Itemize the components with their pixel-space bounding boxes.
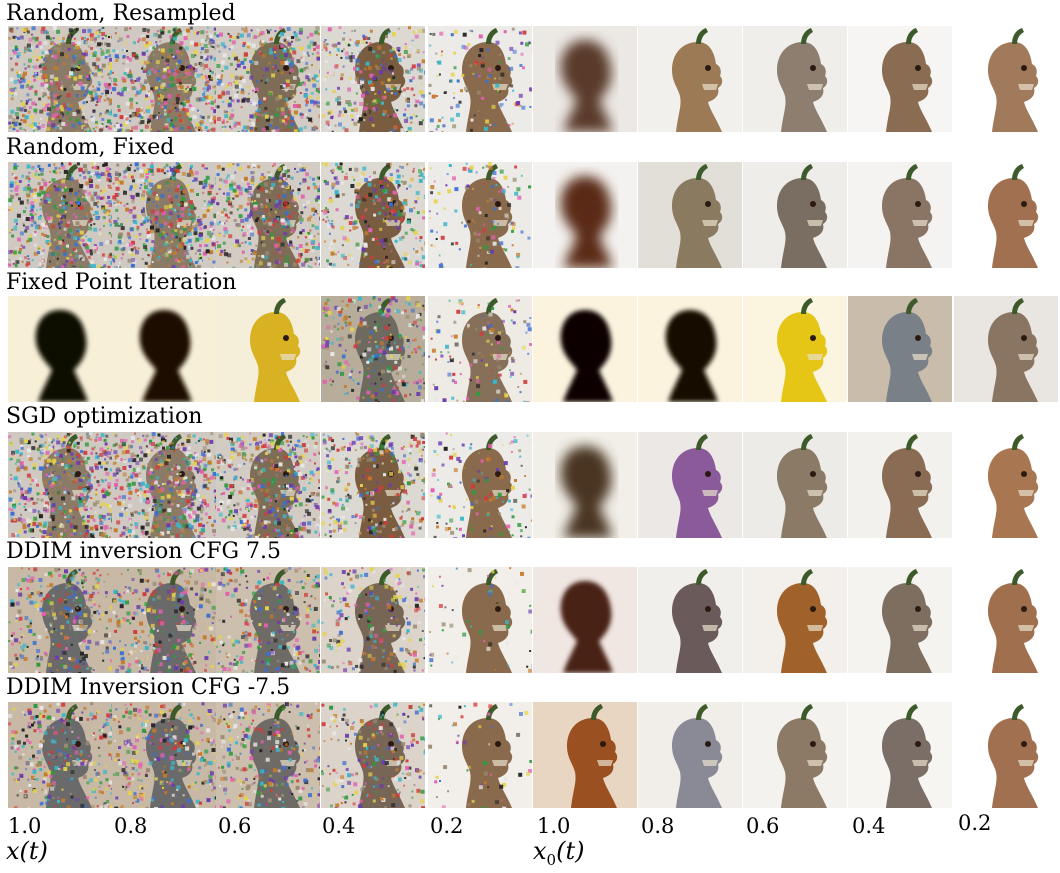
figure-panel-image <box>848 432 952 538</box>
figure-panel-image <box>216 432 320 538</box>
figure-panel-image <box>638 296 742 402</box>
figure-panel-image <box>533 26 637 132</box>
figure-panel-image <box>428 26 532 132</box>
figure-panel-image <box>638 567 742 673</box>
figure-panel-image <box>954 567 1058 673</box>
figure-panel-image <box>8 162 112 268</box>
figure-panel-image <box>112 567 216 673</box>
figure-panel-image <box>8 296 112 402</box>
figure-panel-image <box>321 162 425 268</box>
row-title: DDIM inversion CFG 7.5 <box>6 540 281 564</box>
figure-panel-image <box>428 296 532 402</box>
figure-panel-image <box>428 702 532 808</box>
figure-panel-image <box>112 702 216 808</box>
figure-panel-image <box>428 567 532 673</box>
figure-panel-image <box>848 162 952 268</box>
figure-panel-image <box>954 162 1058 268</box>
figure-panel-image <box>954 296 1058 402</box>
tick-label: 0.2 <box>958 812 991 834</box>
tick-label: 0.8 <box>641 815 674 837</box>
figure-panel-image <box>216 567 320 673</box>
row-title: DDIM Inversion CFG -7.5 <box>6 676 290 700</box>
figure-panel-image <box>112 162 216 268</box>
figure-panel-image <box>743 26 847 132</box>
figure-panel-image <box>638 432 742 538</box>
tick-label: 0.6 <box>218 815 251 837</box>
figure-panel-image <box>8 432 112 538</box>
axis-label-x-t: x(t) <box>6 838 48 864</box>
figure-panel-image <box>321 567 425 673</box>
tick-label: 0.8 <box>114 815 147 837</box>
axis-label-x0-t: x0(t) <box>533 838 584 873</box>
figure-panel-image <box>533 567 637 673</box>
figure-panel-image <box>112 432 216 538</box>
row-title: Random, Resampled <box>6 2 236 26</box>
tick-label: 0.4 <box>852 815 885 837</box>
figure-panel-image <box>533 162 637 268</box>
figure-panel-image <box>533 296 637 402</box>
figure-panel-image <box>112 26 216 132</box>
figure-panel-image <box>638 702 742 808</box>
figure-panel-image <box>428 432 532 538</box>
figure-panel-image <box>848 296 952 402</box>
figure-panel-image <box>216 702 320 808</box>
figure-panel-image <box>743 162 847 268</box>
row-title: Fixed Point Iteration <box>6 271 236 295</box>
figure-panel-image <box>954 432 1058 538</box>
figure-panel-image <box>638 162 742 268</box>
figure-panel-image <box>954 702 1058 808</box>
tick-label: 0.2 <box>430 815 463 837</box>
tick-label: 0.4 <box>322 815 355 837</box>
figure-panel-image <box>112 296 216 402</box>
figure-panel-image <box>321 432 425 538</box>
figure-panel-image <box>321 296 425 402</box>
tick-label: 0.6 <box>746 815 779 837</box>
figure-panel-image <box>743 702 847 808</box>
figure-panel-image <box>321 702 425 808</box>
figure-panel-image <box>321 26 425 132</box>
figure-panel-image <box>216 26 320 132</box>
figure-panel-image <box>8 567 112 673</box>
figure-panel-image <box>848 567 952 673</box>
figure-panel-image <box>743 432 847 538</box>
tick-label: 1.0 <box>8 815 41 837</box>
figure-panel-image <box>8 702 112 808</box>
figure-panel-image <box>216 296 320 402</box>
figure-panel-image <box>533 702 637 808</box>
figure-panel-image <box>428 162 532 268</box>
figure-panel-image <box>743 567 847 673</box>
figure-panel-image <box>638 26 742 132</box>
figure-panel-image <box>954 26 1058 132</box>
figure-panel-image <box>533 432 637 538</box>
figure-panel-image <box>848 26 952 132</box>
figure-panel-image <box>743 296 847 402</box>
row-title: Random, Fixed <box>6 136 174 160</box>
figure-panel-image <box>216 162 320 268</box>
figure-panel-image <box>8 26 112 132</box>
tick-label: 1.0 <box>537 815 570 837</box>
figure-panel-image <box>848 702 952 808</box>
row-title: SGD optimization <box>6 405 202 429</box>
